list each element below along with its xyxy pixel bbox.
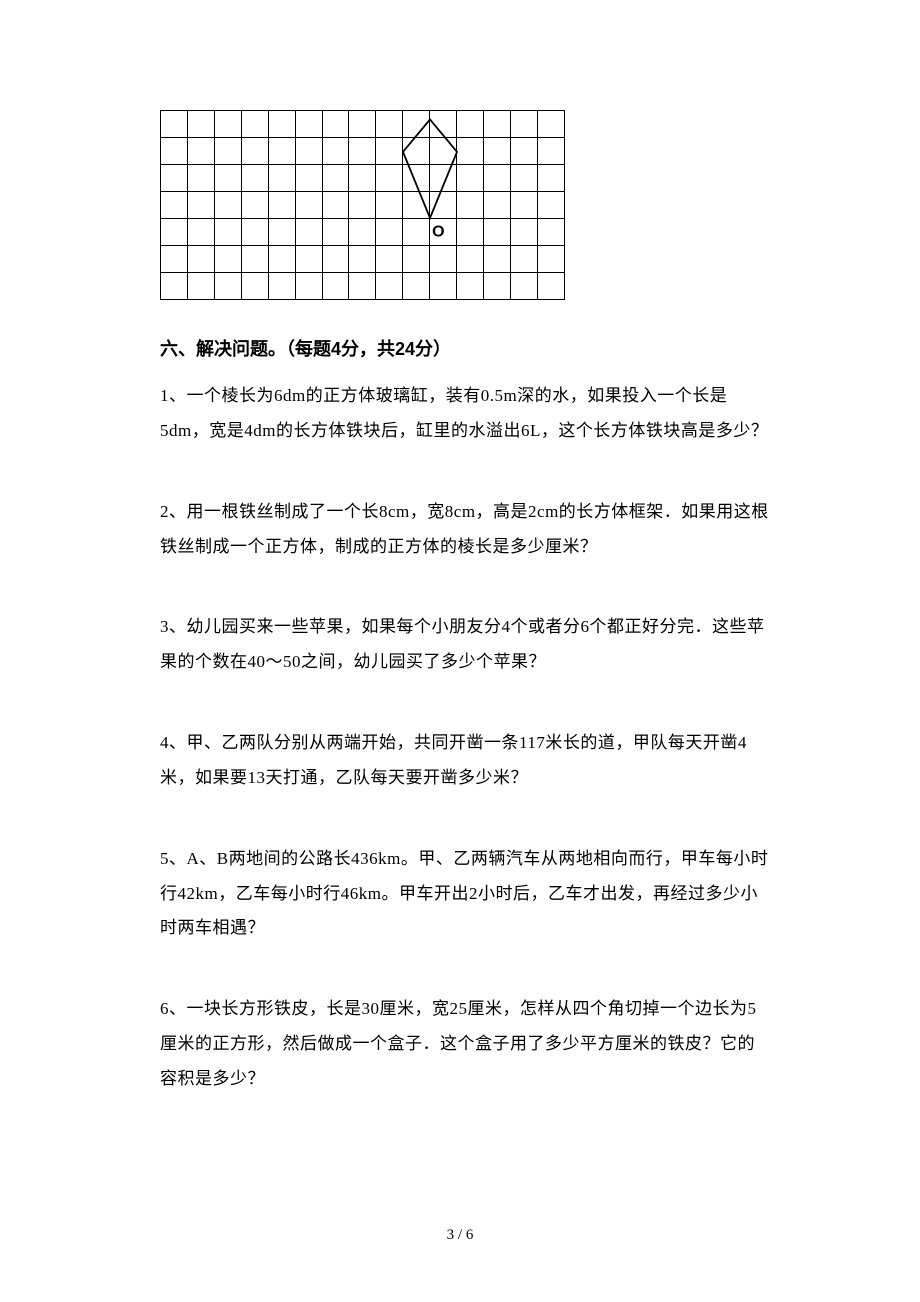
question-5: 5、A、B两地间的公路长436km。甲、乙两辆汽车从两地相向而行，甲车每小时行4… — [160, 842, 770, 947]
question-2: 2、用一根铁丝制成了一个长8cm，宽8cm，高是2cm的长方体框架．如果用这根铁… — [160, 495, 770, 565]
question-3: 3、幼儿园买来一些苹果，如果每个小朋友分4个或者分6个都正好分完．这些苹果的个数… — [160, 610, 770, 680]
grid-table — [160, 110, 565, 300]
page-number: 3 / 6 — [0, 1227, 920, 1244]
question-6: 6、一块长方形铁皮，长是30厘米，宽25厘米，怎样从四个角切掉一个边长为5厘米的… — [160, 992, 770, 1097]
question-1: 1、一个棱长为6dm的正方体玻璃缸，装有0.5m深的水，如果投入一个长是5dm，… — [160, 379, 770, 449]
section-title: 六、解决问题。（每题4分，共24分） — [160, 335, 770, 361]
grid-figure: O — [160, 110, 565, 300]
question-4: 4、甲、乙两队分别从两端开始，共同开凿一条117米长的道，甲队每天开凿4米，如果… — [160, 726, 770, 796]
